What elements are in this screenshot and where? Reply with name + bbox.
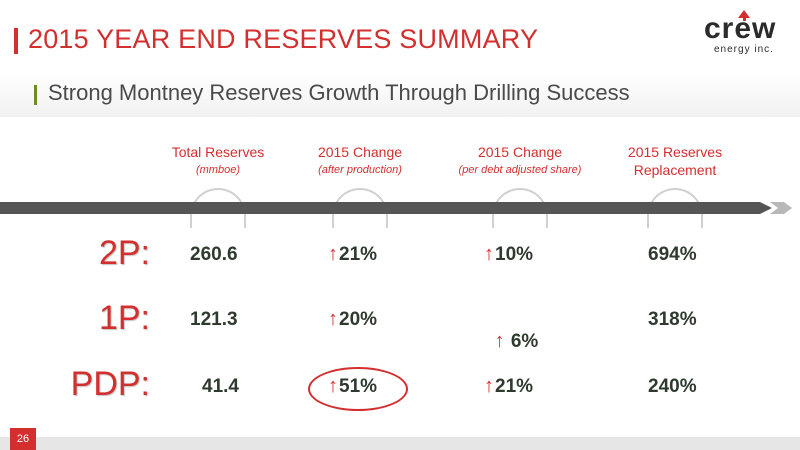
cell-total-2p: 260.6 <box>190 244 238 265</box>
cell-per-share-1p: ↑ 6% <box>484 308 539 353</box>
highlight-circle <box>308 367 408 411</box>
column-header-change-per-share: 2015 Change (per debt adjusted share) <box>440 143 600 179</box>
subtitle-band <box>0 73 800 117</box>
column-header-change: 2015 Change (after production) <box>280 143 440 179</box>
row-label-2p: 2P: <box>98 234 150 272</box>
column-header-total-reserves: Total Reserves (mmboe) <box>138 143 298 179</box>
cell-value: 21% <box>339 244 378 265</box>
column-header-main: 2015 Reserves <box>627 144 723 160</box>
column-header-main: Total Reserves <box>171 144 265 160</box>
cell-change-2p: ↑21% <box>328 243 377 266</box>
column-header-sub: (after production) <box>318 164 402 176</box>
cell-change-1p: ↑20% <box>328 308 377 331</box>
up-arrow-icon: ↑ <box>494 330 505 352</box>
cell-value: 21% <box>495 376 534 397</box>
slide-title: 2015 YEAR END RESERVES SUMMARY <box>28 24 539 54</box>
up-arrow-icon: ↑ <box>328 243 338 265</box>
cell-total-pdp: 41.4 <box>202 376 239 397</box>
cell-replacement-2p: 694% <box>648 244 697 265</box>
column-header-main: 2015 Change <box>317 144 403 160</box>
header-band <box>0 202 792 214</box>
cell-value: 51% <box>339 376 378 397</box>
logo-tagline: energy inc. <box>714 44 774 55</box>
slide-subtitle: Strong Montney Reserves Growth Through D… <box>48 80 630 105</box>
row-label-1p: 1P: <box>98 299 150 337</box>
footer-bar <box>0 437 800 450</box>
cell-value: 10% <box>495 244 534 265</box>
up-arrow-icon: ↑ <box>328 308 338 330</box>
up-arrow-icon: ↑ <box>484 375 494 397</box>
up-arrow-icon: ↑ <box>328 375 338 397</box>
column-header-sub: (per debt adjusted share) <box>458 164 582 176</box>
page-number: 26 <box>10 428 36 450</box>
cell-change-pdp: ↑51% <box>328 375 377 398</box>
crew-logo: crew energy inc. <box>704 10 775 55</box>
cell-per-share-2p: ↑10% <box>484 243 533 266</box>
cell-value: 6% <box>505 331 539 352</box>
cell-replacement-pdp: 240% <box>648 376 697 397</box>
column-header-main: 2015 Change <box>477 144 563 160</box>
column-header-sub: (mmboe) <box>195 164 240 176</box>
cell-replacement-1p: 318% <box>648 309 697 330</box>
cell-per-share-pdp: ↑21% <box>484 375 533 398</box>
subtitle-accent-bar <box>34 85 37 105</box>
cell-total-1p: 121.3 <box>190 309 238 330</box>
column-header-main2: Replacement <box>633 162 717 178</box>
column-header-replacement: 2015 Reserves Replacement <box>595 143 755 179</box>
row-label-pdp: PDP: <box>70 365 150 403</box>
title-accent-bar <box>14 28 18 54</box>
up-arrow-icon: ↑ <box>484 243 494 265</box>
cell-value: 20% <box>339 309 378 330</box>
